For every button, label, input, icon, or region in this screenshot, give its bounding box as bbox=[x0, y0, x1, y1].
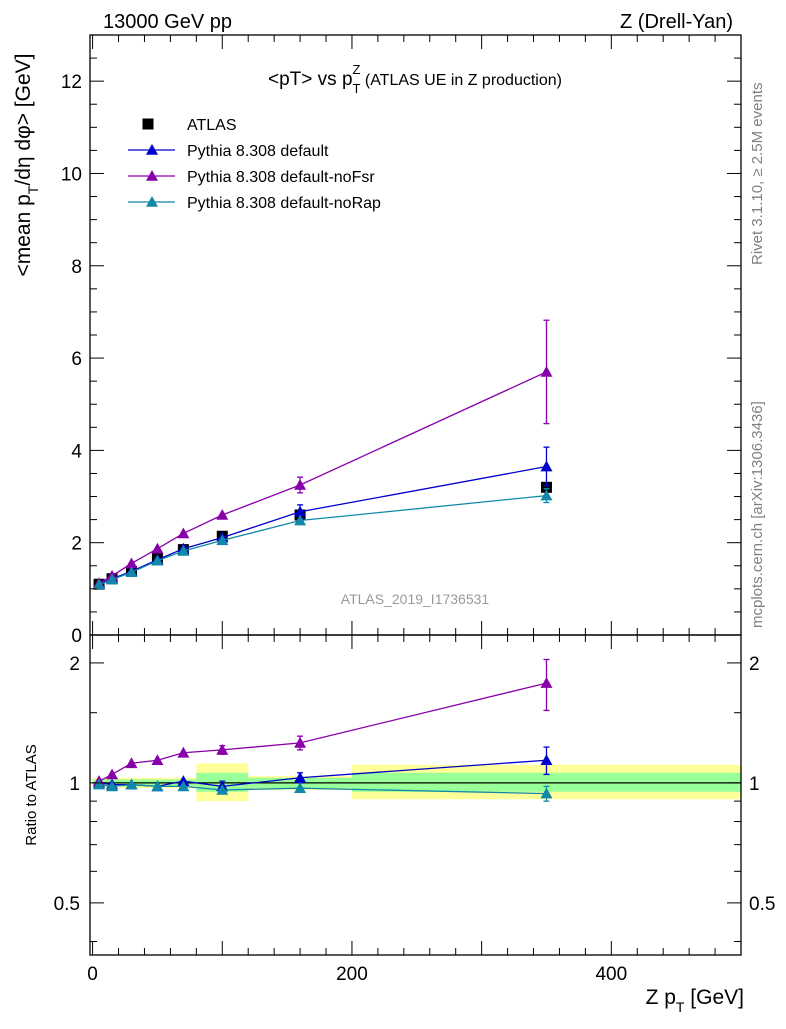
ratio-point bbox=[177, 746, 190, 758]
legend-item: Pythia 8.308 default-noRap bbox=[128, 195, 381, 212]
ratio-point bbox=[540, 754, 553, 766]
main-y-axis-label: <mean pT/dη dφ> [GeV] bbox=[12, 54, 41, 277]
side-label-mcplots: mcplots.cern.ch [arXiv:1306.3436] bbox=[749, 401, 766, 628]
xlabel-sub: T bbox=[676, 999, 685, 1015]
ratio-plot-axes: 0.5 0.5 1 1 2 2 0 200 400 bbox=[54, 634, 775, 985]
ratio-point bbox=[125, 757, 138, 769]
series-point bbox=[177, 527, 190, 539]
ratio-point bbox=[125, 778, 138, 790]
legend-marker bbox=[146, 196, 158, 207]
x-tick-label: 400 bbox=[595, 964, 627, 985]
series-point bbox=[294, 505, 307, 517]
analysis-watermark: ATLAS_2019_I1736531 bbox=[341, 591, 490, 607]
series-point bbox=[294, 479, 307, 490]
ratio-plot-frame bbox=[89, 634, 742, 956]
legend-item: ATLAS bbox=[142, 117, 237, 134]
series-point bbox=[216, 509, 229, 520]
ratio-point bbox=[216, 783, 229, 795]
ratio-point bbox=[93, 778, 106, 790]
ratio-line bbox=[98, 682, 547, 782]
series-point bbox=[294, 514, 307, 526]
header-left: 13000 GeV pp bbox=[103, 11, 232, 33]
main-plot-series bbox=[93, 319, 553, 590]
ratio-y-tick-label: 2 bbox=[69, 654, 80, 675]
series-point bbox=[540, 489, 553, 501]
legend-marker bbox=[146, 170, 158, 181]
ratio-y-tick-label: 1 bbox=[69, 774, 80, 795]
series-line bbox=[98, 465, 547, 585]
main-plot-title: <pT> vs pZ T (ATLAS UE in Z production) bbox=[268, 62, 562, 96]
title-main: <pT> vs p bbox=[268, 69, 353, 90]
side-label-rivet: Rivet 3.1.10, ≥ 2.5M events bbox=[749, 83, 766, 266]
main-y-tick-label: 8 bbox=[71, 257, 82, 278]
series-point bbox=[151, 542, 164, 554]
ratio-point bbox=[540, 677, 553, 688]
series-point bbox=[125, 557, 138, 569]
main-y-tick-label: 0 bbox=[71, 626, 82, 647]
ratio-plot-series bbox=[93, 658, 553, 802]
main-y-tick-label: 4 bbox=[71, 441, 82, 462]
header-right: Z (Drell-Yan) bbox=[620, 11, 733, 33]
series-point bbox=[106, 573, 119, 585]
series-0 bbox=[93, 481, 552, 590]
legend-label: Pythia 8.308 default bbox=[187, 143, 329, 160]
main-plot-axes: 0 2 4 6 8 10 12 bbox=[61, 34, 742, 647]
legend-label: Pythia 8.308 default-noFsr bbox=[187, 169, 375, 186]
ratio-y-tick-label-right: 0.5 bbox=[749, 894, 775, 915]
ratio-y-tick-label: 0.5 bbox=[54, 894, 80, 915]
legend-item: Pythia 8.308 default bbox=[128, 143, 329, 160]
series-2 bbox=[93, 319, 553, 589]
ratio-point bbox=[151, 754, 164, 766]
xlabel-main: Z p bbox=[646, 986, 676, 1009]
series-point bbox=[540, 460, 553, 472]
legend-label: ATLAS bbox=[187, 117, 237, 134]
series-point bbox=[151, 554, 164, 566]
main-y-tick-label: 2 bbox=[71, 534, 82, 555]
legend: ATLAS Pythia 8.308 default Pythia 8.308 de… bbox=[128, 117, 381, 212]
xlabel-tail: [GeV] bbox=[684, 986, 744, 1009]
main-y-tick-label: 10 bbox=[61, 164, 82, 185]
ratio-line bbox=[98, 783, 547, 795]
main-y-tick-label: 6 bbox=[71, 349, 82, 370]
series-point bbox=[540, 365, 553, 377]
ratio-y-tick-label-right: 2 bbox=[749, 654, 760, 675]
legend-label: Pythia 8.308 default-noRap bbox=[187, 195, 381, 212]
title-sub: T bbox=[352, 81, 360, 96]
ratio-y-axis-label: Ratio to ATLAS bbox=[23, 744, 40, 845]
band-green bbox=[351, 772, 741, 792]
atlas-point bbox=[540, 481, 552, 493]
ratio-point bbox=[106, 768, 119, 780]
x-axis-label: Z pT [GeV] bbox=[646, 986, 744, 1015]
series-line bbox=[98, 494, 547, 586]
ratio-point bbox=[294, 771, 307, 783]
ratio-point bbox=[151, 780, 164, 792]
legend-item: Pythia 8.308 default-noFsr bbox=[128, 169, 375, 186]
title-sup: Z bbox=[353, 62, 361, 77]
ratio-series-2 bbox=[93, 778, 553, 802]
ratio-point bbox=[216, 743, 229, 755]
ratio-point bbox=[294, 782, 307, 793]
main-y-tick-label: 12 bbox=[61, 72, 82, 93]
x-tick-label: 200 bbox=[336, 964, 368, 985]
x-tick-label: 0 bbox=[87, 964, 98, 985]
ratio-point bbox=[294, 736, 307, 748]
ratio-y-tick-label-right: 1 bbox=[749, 774, 760, 795]
series-point bbox=[125, 566, 138, 578]
legend-marker bbox=[142, 118, 154, 130]
series-line bbox=[98, 371, 547, 584]
title-tail: (ATLAS UE in Z production) bbox=[360, 72, 562, 89]
series-point bbox=[177, 545, 190, 556]
ratio-point bbox=[540, 787, 553, 799]
ylabel-sub: T bbox=[25, 185, 41, 194]
ylabel-main: <mean p bbox=[12, 194, 35, 276]
ylabel-tail: /dη dφ> [GeV] bbox=[12, 54, 35, 186]
ratio-point bbox=[177, 780, 190, 792]
series-3 bbox=[93, 488, 553, 590]
series-point bbox=[216, 534, 229, 546]
ratio-point bbox=[106, 780, 119, 792]
legend-marker bbox=[146, 144, 158, 155]
series-point bbox=[93, 578, 106, 590]
